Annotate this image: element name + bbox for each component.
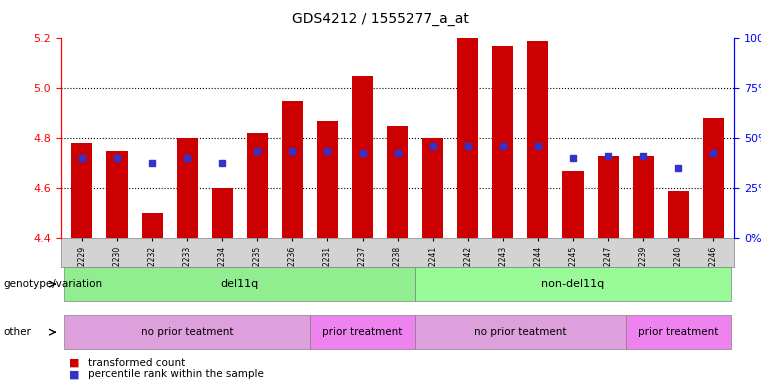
Text: genotype/variation: genotype/variation	[4, 279, 103, 289]
Text: del11q: del11q	[221, 279, 259, 289]
Bar	[387, 126, 408, 238]
Bar	[352, 76, 373, 238]
Text: other: other	[4, 327, 32, 337]
Bar	[597, 156, 619, 238]
Text: GDS4212 / 1555277_a_at: GDS4212 / 1555277_a_at	[292, 12, 469, 25]
Bar	[457, 38, 479, 238]
Bar	[107, 151, 128, 238]
Bar	[667, 191, 689, 238]
Bar	[562, 171, 584, 238]
Bar	[212, 188, 233, 238]
Bar	[422, 138, 443, 238]
Bar	[317, 121, 338, 238]
Bar	[527, 41, 549, 238]
Text: transformed count: transformed count	[88, 358, 185, 368]
Bar	[282, 101, 303, 238]
Bar	[72, 143, 92, 238]
Bar	[703, 118, 724, 238]
Text: non-del11q: non-del11q	[541, 279, 605, 289]
Text: ■: ■	[68, 369, 79, 379]
Text: prior treatment: prior treatment	[323, 327, 403, 337]
Text: no prior teatment: no prior teatment	[141, 327, 234, 337]
Bar	[142, 213, 163, 238]
Bar	[632, 156, 654, 238]
Bar	[492, 46, 514, 238]
Text: no prior teatment: no prior teatment	[474, 327, 567, 337]
Text: percentile rank within the sample: percentile rank within the sample	[88, 369, 263, 379]
Bar	[247, 133, 268, 238]
Text: prior treatment: prior treatment	[638, 327, 718, 337]
Bar	[177, 138, 198, 238]
Text: ■: ■	[68, 358, 79, 368]
